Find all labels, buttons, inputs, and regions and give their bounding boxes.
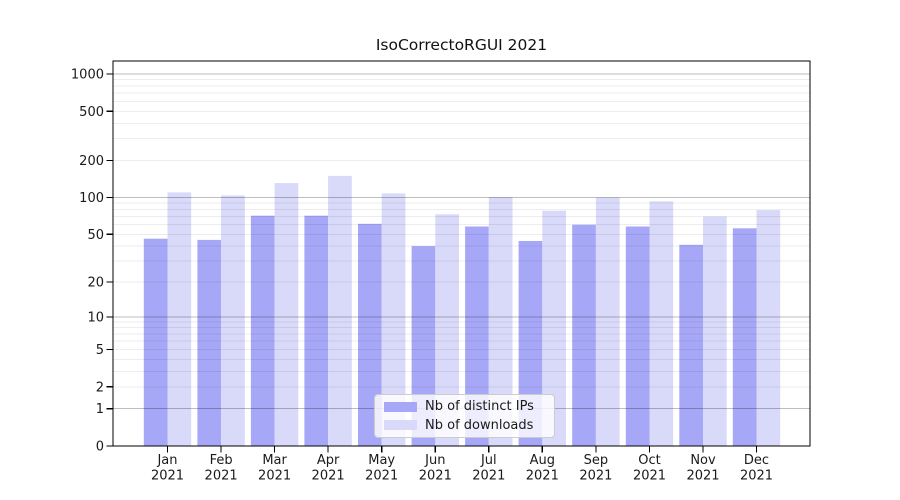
x-tick-label: Mar 2021 [258,453,291,484]
legend-item-distinct-ips: Nb of distinct IPs [384,400,554,414]
bar [732,228,757,446]
bar [143,238,168,446]
bar [649,201,674,446]
bar [625,226,650,446]
bar [328,175,352,446]
x-tick-label: Jan 2021 [151,453,184,484]
y-tick-label: 5 [96,343,104,358]
y-tick-label: 10 [87,310,104,325]
bar [381,193,406,446]
y-tick-label: 50 [87,228,104,243]
x-tick-label: Apr 2021 [312,453,345,484]
bar [542,210,566,446]
x-tick-label: Dec 2021 [740,453,773,484]
legend: Nb of distinct IPs Nb of downloads [374,394,555,438]
bar [250,215,275,446]
bar [197,239,222,446]
legend-item-downloads: Nb of downloads [384,418,554,432]
x-tick-label: Aug 2021 [526,453,559,484]
y-tick-label: 200 [79,154,104,169]
bar [679,244,703,446]
bar [358,223,382,446]
bar [595,197,620,446]
legend-swatch-downloads [384,420,417,431]
y-tick-label: 20 [87,276,104,291]
y-tick-label: 2 [96,380,104,395]
bar [572,224,596,446]
bar [274,183,299,446]
y-tick-label: 100 [79,191,104,206]
legend-label-downloads: Nb of downloads [425,417,534,433]
gridlines-group [113,73,810,410]
y-axis: 0 1 2 5 10 20 50 100 200 500 1000 [71,68,113,455]
y-tick-label: 1 [96,402,104,417]
x-tick-label: Sep 2021 [579,453,612,484]
plot-frame [112,60,811,447]
y-tick-label: 500 [79,105,104,120]
legend-swatch-distinct-ips [384,401,417,412]
y-tick-label: 0 [96,440,104,455]
bar [304,215,329,446]
y-tick-label: 1000 [71,68,104,83]
x-tick-label: May 2021 [365,453,398,484]
x-tick-label: Nov 2021 [686,453,719,484]
bar [465,226,489,446]
bar [703,216,727,446]
bar [435,214,459,446]
bar [488,197,513,446]
legend-label-distinct-ips: Nb of distinct IPs [425,399,534,415]
bar [221,195,245,446]
x-tick-label: Feb 2021 [205,453,238,484]
bar [756,210,781,446]
x-tick-label: Oct 2021 [633,453,666,484]
x-tick-label: Jul 2021 [472,453,505,484]
bar [167,192,192,446]
x-tick-label: Jun 2021 [419,453,452,484]
x-axis: Jan 2021 Feb 2021 Mar 2021 Apr 2021 May 2021 Jun 20… [151,446,773,484]
chart-title: IsoCorrectoRGUI 2021 [375,36,548,54]
